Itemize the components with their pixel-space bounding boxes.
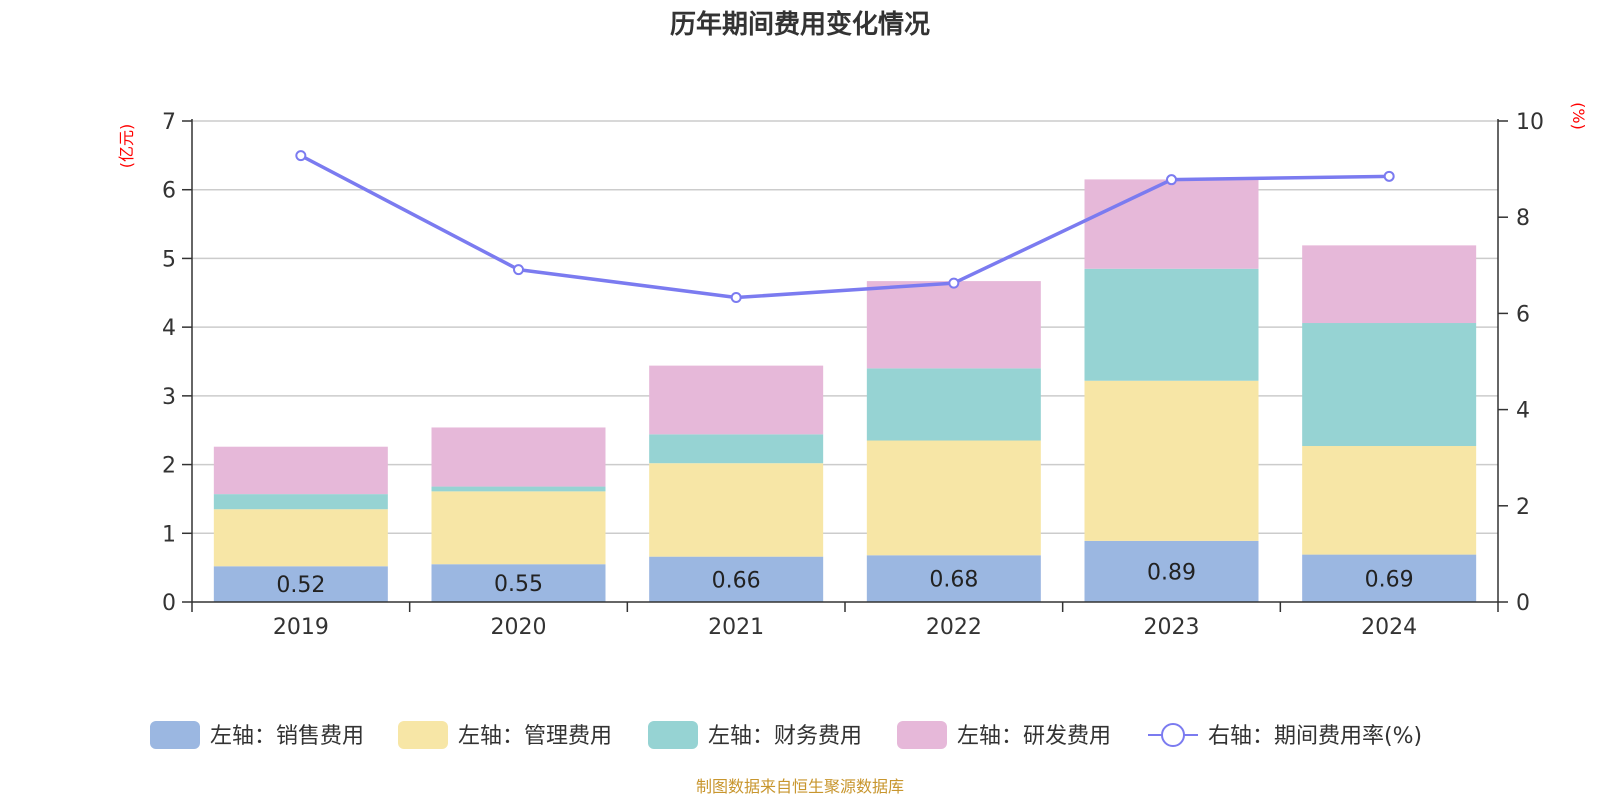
rate-point-2019 — [295, 150, 307, 162]
left-tick-label: 3 — [162, 385, 176, 410]
right-tick-label: 8 — [1516, 206, 1530, 231]
bar-1-2024 — [1302, 446, 1477, 555]
bar-1-2022 — [866, 440, 1041, 556]
data-label: 0.89 — [1147, 560, 1196, 585]
bar-3-2022 — [866, 281, 1041, 369]
data-label: 0.55 — [494, 572, 543, 597]
legend-swatch-1 — [398, 721, 448, 749]
data-label: 0.69 — [1365, 567, 1414, 592]
bar-3-2023 — [1084, 179, 1259, 269]
right-tick-label: 0 — [1516, 591, 1530, 616]
bars — [213, 179, 1477, 602]
bar-0-2024 — [1302, 554, 1477, 602]
rate-line — [295, 150, 1395, 304]
x-tick-label: 2023 — [1144, 615, 1200, 640]
bar-0-2019 — [213, 566, 388, 602]
left-tick-label: 0 — [162, 591, 176, 616]
left-tick-label: 5 — [162, 247, 176, 272]
data-label: 0.68 — [929, 568, 978, 593]
bar-2-2023 — [1084, 268, 1259, 381]
x-tick-label: 2024 — [1361, 615, 1417, 640]
grid-lines — [192, 120, 1498, 535]
source-note: 制图数据来自恒生聚源数据库 — [696, 777, 904, 796]
right-axis-unit: (%) — [1569, 102, 1588, 130]
rate-line-path — [300, 154, 1390, 300]
bar-2-2020 — [431, 486, 606, 492]
legend-label-4: 右轴：期间费用率(%) — [1208, 724, 1422, 749]
bar-1-2021 — [649, 463, 824, 557]
legend-swatch-0 — [150, 721, 200, 749]
data-label: 0.52 — [276, 573, 325, 598]
legend: 左轴：销售费用 左轴：管理费用 左轴：财务费用 左轴：研发费用 右轴：期间费用率(%) — [150, 721, 1422, 749]
left-tick-label: 4 — [162, 316, 176, 341]
legend-swatch-2 — [648, 721, 698, 749]
right-tick-label: 10 — [1516, 110, 1544, 135]
legend-label-1: 左轴：管理费用 — [458, 724, 612, 749]
bar-2-2024 — [1302, 323, 1477, 447]
left-tick-label: 1 — [162, 522, 176, 547]
rate-point-2023 — [1166, 174, 1177, 186]
rate-point-2022 — [948, 277, 960, 289]
bar-3-2019 — [213, 446, 388, 495]
left-tick-label: 6 — [162, 179, 176, 204]
x-tick-label: 2020 — [491, 615, 547, 640]
rate-point-2020 — [513, 264, 524, 276]
legend-swatch-3 — [897, 721, 947, 749]
bar-0-2022 — [866, 555, 1041, 602]
bar-0-2021 — [649, 556, 824, 602]
x-tick-label: 2021 — [708, 615, 764, 640]
left-tick-label: 7 — [162, 110, 176, 135]
legend-label-3: 左轴：研发费用 — [957, 724, 1111, 749]
rate-point-2024 — [1383, 170, 1395, 182]
chart-title: 历年期间费用变化情况 — [670, 9, 930, 40]
bar-0-2020 — [431, 564, 606, 602]
legend-label-2: 左轴：财务费用 — [708, 724, 862, 749]
data-labels: 0.52 0.55 0.66 0.68 0.89 0.69 — [276, 560, 1413, 598]
bar-1-2019 — [213, 509, 388, 567]
x-tick-label: 2022 — [926, 615, 982, 640]
bar-0-2023 — [1084, 540, 1259, 602]
left-tick-label: 2 — [162, 454, 176, 479]
data-label: 0.66 — [712, 568, 761, 593]
bar-1-2020 — [431, 491, 606, 565]
bar-2-2021 — [649, 434, 824, 464]
x-tick-label: 2019 — [273, 615, 329, 640]
right-tick-label: 4 — [1516, 399, 1530, 424]
left-axis-unit: (亿元) — [117, 124, 136, 169]
bar-2-2022 — [866, 368, 1041, 441]
bar-1-2023 — [1084, 380, 1259, 541]
right-tick-label: 2 — [1516, 495, 1530, 520]
legend-marker-4 — [1161, 723, 1185, 747]
bar-3-2020 — [431, 427, 606, 487]
bar-2-2019 — [213, 494, 388, 510]
legend-label-0: 左轴：销售费用 — [210, 724, 364, 749]
rate-point-2021 — [730, 292, 742, 304]
bar-3-2021 — [649, 365, 824, 435]
bar-3-2024 — [1302, 245, 1477, 324]
axes: 0 1 2 3 4 5 6 7 0 2 4 6 8 10 2019 2020 2021 2022 2023 2024 — [162, 110, 1544, 640]
right-tick-label: 6 — [1516, 302, 1530, 327]
